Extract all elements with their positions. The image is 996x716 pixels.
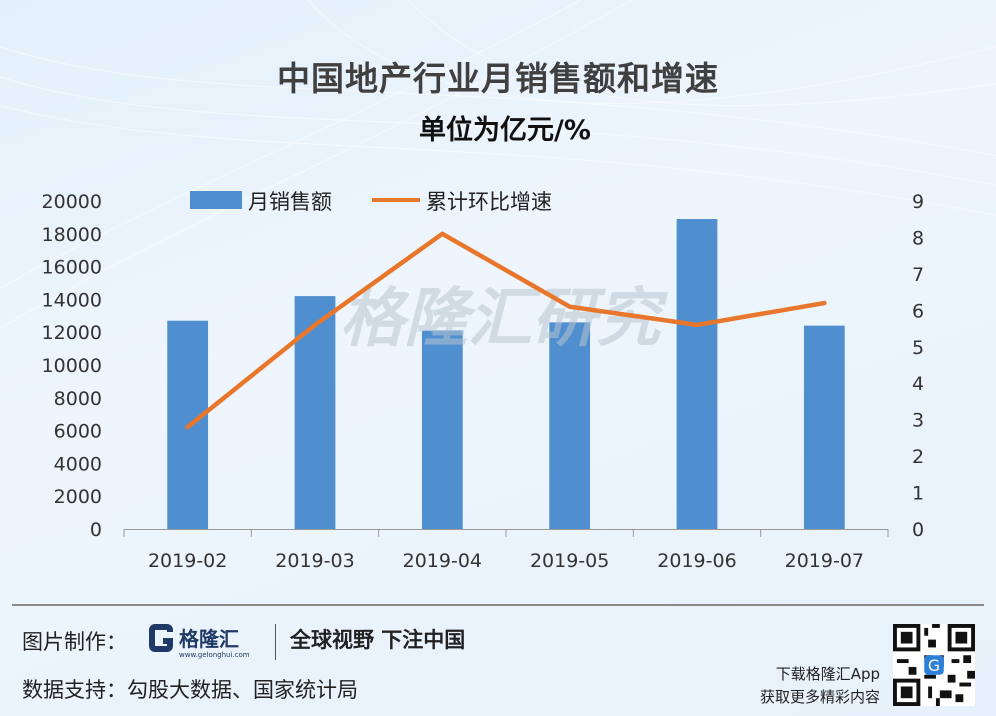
- y-right-tick-label: 8: [912, 227, 924, 249]
- background-decoration: [0, 0, 996, 600]
- y-axis-left: 0 2000 4000 6000 8000 10000 12000 14000 16000 180…: [42, 191, 102, 541]
- y-left-tick-label: 20000: [42, 191, 102, 213]
- gelonghui-logo-icon: 格隆汇 www.gelonghui.com: [149, 624, 250, 659]
- svg-text:G: G: [928, 657, 940, 675]
- y-left-tick-label: 18000: [42, 224, 102, 246]
- brand-separator: [275, 624, 276, 660]
- download-line-1: 下载格隆汇App: [775, 665, 880, 683]
- y-left-tick-label: 8000: [54, 388, 102, 410]
- bar-series: [167, 219, 845, 530]
- y-left-tick-label: 2000: [54, 486, 102, 508]
- data-source-label: 数据支持：: [22, 678, 127, 702]
- x-axis: 2019-02 2019-03 2019-04 2019-05 2019-06 2019-…: [123, 529, 889, 572]
- growth-point-2019-04: [440, 231, 445, 236]
- x-tick-label: 2019-02: [148, 550, 227, 572]
- chart: 月销售额 累计环比增速 0 2000 4000 6000 8000 10000 12000 1…: [42, 190, 925, 572]
- bar-2019-04: [421, 330, 463, 529]
- y-right-tick-label: 7: [912, 264, 924, 286]
- svg-text:格隆汇: 格隆汇: [179, 627, 239, 651]
- y-left-tick-label: 14000: [42, 289, 102, 311]
- growth-point-2019-06: [695, 322, 699, 327]
- y-left-tick-label: 6000: [54, 421, 102, 443]
- growth-point-2019-03: [313, 322, 317, 327]
- y-right-tick-label: 5: [912, 337, 924, 359]
- growth-point-2019-05: [567, 304, 572, 309]
- growth-point-2019-02: [185, 424, 190, 429]
- y-left-tick-label: 4000: [54, 453, 102, 475]
- y-right-tick-label: 0: [912, 519, 924, 541]
- made-by-label: 图片制作：: [22, 630, 127, 654]
- bar-2019-05: [549, 322, 591, 529]
- y-left-tick-label: 0: [90, 519, 102, 541]
- legend-label-bar: 月销售额: [248, 190, 332, 214]
- growth-line: [185, 231, 827, 430]
- y-right-tick-label: 3: [912, 410, 924, 432]
- y-right-tick-label: 9: [912, 191, 924, 213]
- download-line-2: 获取更多精彩内容: [759, 688, 880, 706]
- legend: 月销售额 累计环比增速: [190, 190, 552, 214]
- bar-2019-03: [294, 296, 336, 529]
- data-source-value: 勾股大数据、国家统计局: [127, 678, 358, 702]
- x-tick-label: 2019-07: [785, 550, 864, 572]
- chart-title: 中国地产行业月销售额和增速: [277, 59, 719, 98]
- footer-divider: [12, 604, 984, 606]
- x-tick-label: 2019-03: [275, 550, 354, 572]
- x-tick-label: 2019-05: [530, 550, 609, 572]
- brand-logo: 格隆汇 www.gelonghui.com: [147, 620, 267, 660]
- bar-2019-07: [803, 325, 845, 529]
- y-left-tick-label: 10000: [42, 355, 102, 377]
- chart-subtitle: 单位为亿元/%: [419, 115, 591, 146]
- watermark: 格隆汇研究: [340, 282, 669, 356]
- legend-swatch-bar: [190, 191, 242, 209]
- line-series: [185, 231, 827, 430]
- x-tick-label: 2019-04: [403, 550, 482, 572]
- y-right-tick-label: 6: [912, 300, 924, 322]
- y-left-tick-label: 12000: [42, 322, 102, 344]
- y-right-tick-label: 2: [912, 446, 924, 468]
- slogan: 全球视野 下注中国: [290, 628, 466, 652]
- y-left-tick-label: 16000: [42, 257, 102, 279]
- qr-code[interactable]: G: [893, 624, 975, 706]
- legend-label-line: 累计环比增速: [426, 190, 552, 214]
- growth-point-2019-07: [822, 301, 827, 306]
- y-axis-right: 0 1 2 3 4 5 6 7 8 9: [912, 191, 924, 541]
- svg-text:www.gelonghui.com: www.gelonghui.com: [179, 651, 250, 659]
- y-right-tick-label: 4: [912, 373, 924, 395]
- y-right-tick-label: 1: [912, 483, 924, 505]
- bar-2019-06: [676, 219, 718, 530]
- data-source-row: 数据支持：勾股大数据、国家统计局: [22, 674, 358, 704]
- x-tick-label: 2019-06: [657, 550, 736, 572]
